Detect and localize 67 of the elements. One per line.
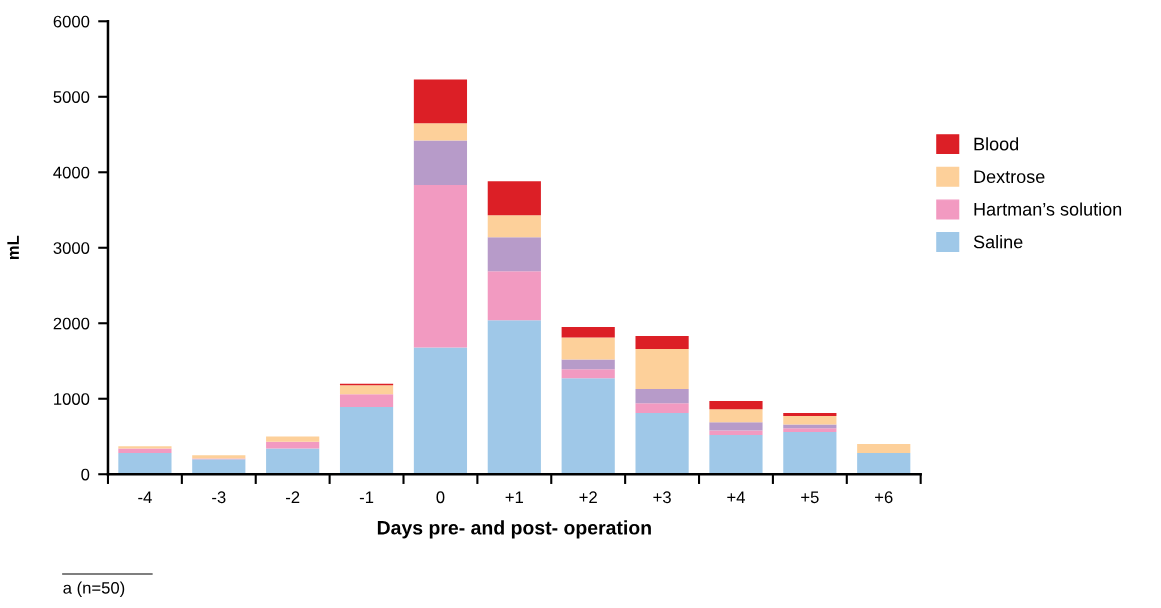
bar: [709, 401, 763, 410]
legend-label: Dextrose: [974, 170, 1045, 184]
bar: [266, 436, 320, 442]
legend-label: Blood: [974, 137, 1019, 151]
bar: [635, 336, 689, 349]
bar: [118, 453, 172, 475]
bar: [413, 347, 468, 475]
bar: [857, 453, 911, 475]
x-tick-label: -4: [138, 491, 152, 503]
bar: [709, 434, 763, 475]
bar: [709, 422, 763, 431]
bar: [339, 385, 394, 395]
bar: [487, 181, 541, 216]
y-axis-title: mL: [7, 235, 19, 260]
x-tick-label: +1: [505, 491, 524, 503]
bar: [561, 359, 615, 370]
bar: [635, 388, 689, 404]
bar: [783, 431, 837, 475]
bar: [413, 123, 468, 141]
x-tick-label: -3: [212, 491, 226, 504]
bar: [635, 403, 689, 414]
bar: [561, 378, 615, 475]
bar: [783, 428, 837, 432]
bar: [487, 320, 541, 475]
x-tick-label: +5: [801, 491, 819, 504]
bar: [635, 348, 689, 389]
x-tick-label: -1: [359, 491, 374, 503]
legend-label: Hartman’s solution: [974, 202, 1122, 216]
y-tick-label: 1000: [54, 393, 90, 405]
y-tick-label: 0: [81, 468, 90, 481]
y-tick-label: 4000: [53, 166, 90, 179]
bar: [192, 459, 246, 475]
bar: [857, 444, 911, 454]
y-tick-label: 5000: [53, 91, 90, 103]
y-tick-label: 3000: [53, 242, 90, 254]
text: a (n=50): [63, 581, 125, 598]
bar: [783, 413, 837, 417]
x-tick-label: +2: [579, 491, 597, 503]
x-tick-label: +4: [727, 491, 745, 503]
x-tick-label: -2: [286, 491, 300, 503]
bar: [413, 185, 468, 348]
bar: [118, 448, 172, 454]
bar: [413, 140, 468, 186]
y-tick-label: 2000: [53, 317, 90, 330]
bar: [266, 441, 320, 449]
x-axis-title: Days pre- and post- operation: [377, 520, 651, 539]
x-tick-label: +3: [653, 491, 671, 504]
x-tick-label: 0: [436, 491, 445, 504]
bar: [266, 448, 320, 475]
bar: [487, 215, 541, 238]
y-tick-label: 6000: [53, 15, 90, 28]
bar: [339, 407, 394, 475]
bar: [783, 416, 837, 425]
bar: [561, 337, 615, 360]
x-tick-label: +6: [875, 491, 893, 504]
legend-label: Saline: [973, 235, 1023, 249]
bar: [118, 446, 172, 449]
bar: [709, 430, 763, 435]
bar: [561, 327, 615, 338]
bar: [487, 237, 541, 272]
bar: [561, 369, 615, 379]
bar: [413, 79, 468, 124]
bar: [709, 409, 763, 423]
bar: [783, 424, 837, 429]
bar: [635, 413, 689, 475]
bar: [339, 394, 394, 408]
bar: [487, 271, 541, 321]
